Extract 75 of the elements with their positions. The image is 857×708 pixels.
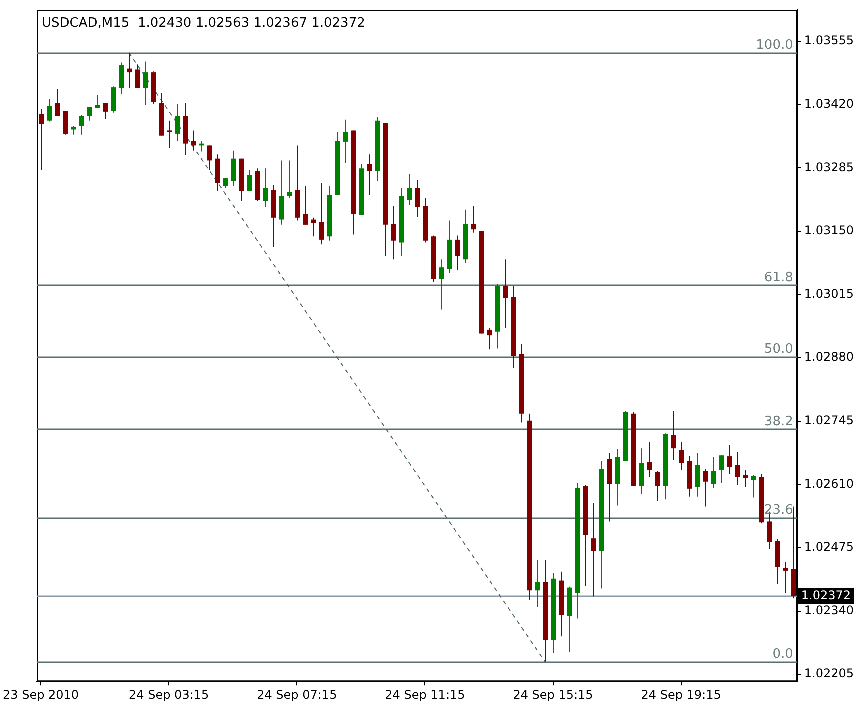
candlestick bbox=[535, 560, 540, 608]
candlestick bbox=[391, 206, 396, 260]
candlestick bbox=[303, 186, 308, 226]
candlestick bbox=[671, 410, 676, 461]
candlestick bbox=[407, 174, 412, 206]
candlestick bbox=[319, 182, 324, 246]
annotation: 50.0 bbox=[764, 342, 794, 358]
candlestick bbox=[191, 130, 196, 152]
candlestick bbox=[695, 452, 700, 498]
candlestick bbox=[735, 452, 740, 486]
candlestick bbox=[487, 328, 492, 350]
y-tick-label: 1.03420 bbox=[804, 97, 854, 112]
x-tick-label: 23 Sep 2010 bbox=[3, 688, 80, 702]
candlestick bbox=[279, 160, 284, 226]
y-tick-label: 1.02340 bbox=[804, 603, 854, 618]
candlestick bbox=[87, 106, 92, 122]
candlestick bbox=[111, 86, 116, 114]
candlestick bbox=[727, 444, 732, 475]
candlestick bbox=[343, 119, 348, 164]
ref-line-label: 1.02372 bbox=[801, 588, 851, 602]
candlestick bbox=[751, 474, 756, 498]
candlestick bbox=[311, 217, 316, 238]
candlestick bbox=[247, 170, 252, 192]
y-tick-label: 1.02880 bbox=[804, 350, 854, 364]
y-tick-label: 1.02745 bbox=[804, 414, 854, 428]
annotation: 61.8 bbox=[764, 270, 794, 286]
candlestick bbox=[135, 64, 140, 89]
candlestick bbox=[503, 259, 508, 330]
candlestick bbox=[263, 168, 268, 208]
candlestick bbox=[231, 150, 236, 187]
candlestick bbox=[455, 235, 460, 271]
candlestick bbox=[655, 470, 660, 502]
y-tick-label: 1.02205 bbox=[804, 666, 854, 681]
candlestick bbox=[647, 442, 652, 478]
candlestick bbox=[47, 98, 52, 122]
candlestick bbox=[63, 110, 68, 136]
candlestick bbox=[415, 180, 420, 218]
candlestick bbox=[127, 52, 132, 89]
text: USDCAD,M15 1.02430 1.02563 1.02367 1.02372 bbox=[42, 16, 366, 32]
candlestick bbox=[167, 120, 172, 150]
annotation: 23.6 bbox=[764, 502, 794, 518]
x-tick-label: 24 Sep 15:15 bbox=[513, 688, 594, 702]
candlestick bbox=[175, 103, 180, 142]
y-tick-label: 1.02610 bbox=[804, 476, 854, 491]
candlestick bbox=[143, 61, 148, 106]
candlestick bbox=[679, 442, 684, 471]
annotation: 100.0 bbox=[756, 38, 794, 53]
annotation: 38.2 bbox=[764, 414, 794, 430]
y-tick-label: 1.03285 bbox=[804, 160, 854, 174]
candlestick bbox=[719, 455, 724, 484]
y-tick-label: 1.02475 bbox=[804, 540, 854, 554]
candlestick bbox=[703, 468, 708, 508]
x-tick-label: 24 Sep 11:15 bbox=[385, 688, 466, 702]
candlestick bbox=[207, 145, 212, 172]
y-tick-label: 1.03015 bbox=[804, 286, 854, 301]
y-tick-label: 1.03555 bbox=[804, 34, 854, 48]
candlestick bbox=[711, 456, 716, 488]
y-tick-label: 1.03150 bbox=[804, 224, 854, 238]
candlestick bbox=[783, 562, 788, 594]
x-tick-label: 24 Sep 19:15 bbox=[641, 688, 722, 702]
candlestick bbox=[471, 206, 476, 234]
x-tick-label: 24 Sep 07:15 bbox=[257, 688, 338, 702]
candlestick bbox=[119, 62, 124, 95]
candlestick bbox=[287, 160, 292, 199]
candlestick bbox=[591, 502, 596, 598]
candlestick bbox=[639, 448, 644, 495]
candlestick bbox=[55, 88, 60, 117]
candlestick bbox=[223, 178, 228, 189]
candlestick bbox=[39, 108, 44, 172]
annotation: 0.0 bbox=[772, 646, 794, 662]
candlestick bbox=[367, 154, 372, 196]
candlestick bbox=[79, 114, 84, 136]
candlestick bbox=[439, 259, 444, 310]
candlestick bbox=[103, 102, 108, 120]
x-tick-label: 24 Sep 03:15 bbox=[129, 688, 210, 702]
